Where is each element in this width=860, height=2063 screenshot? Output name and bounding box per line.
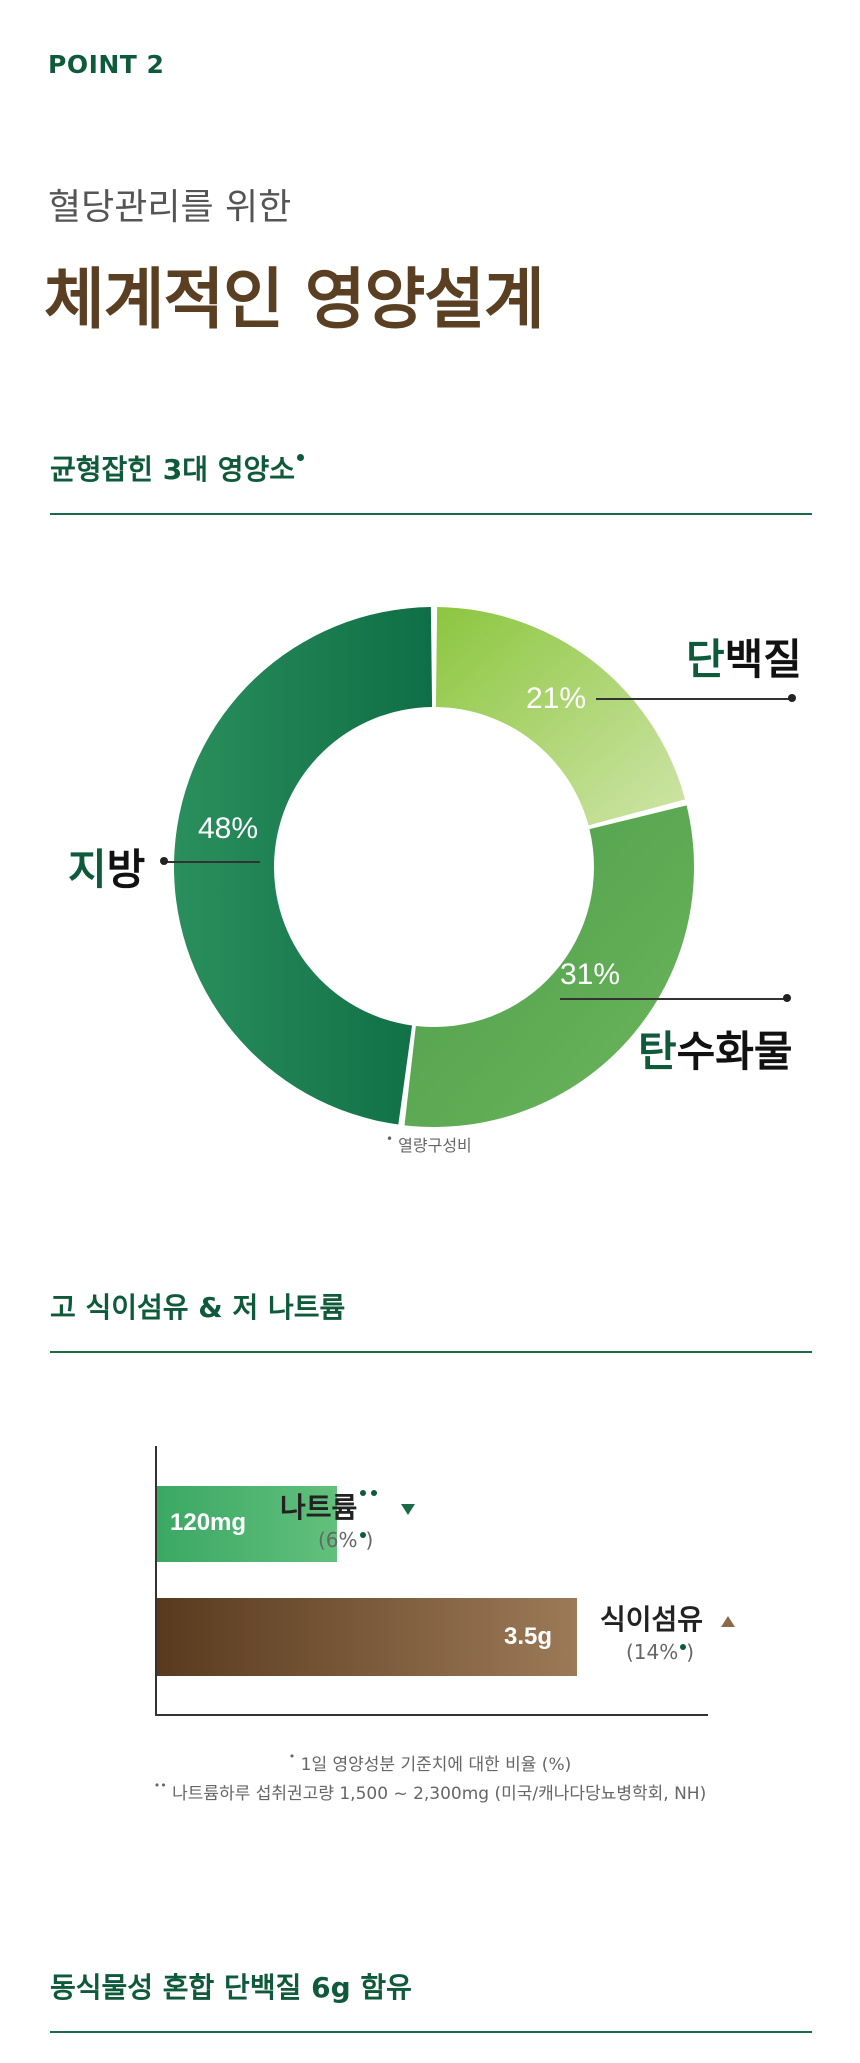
fiber-value: 3.5g xyxy=(504,1623,553,1650)
fat-leader-line xyxy=(164,861,260,863)
section-title-fiber-sodium: 고 식이섬유 & 저 나트륨 xyxy=(50,1291,346,1324)
down-triangle-icon xyxy=(401,1503,416,1515)
section-divider xyxy=(50,1351,812,1353)
bar-chart-y-axis xyxy=(155,1446,157,1716)
footnote-dot-icon xyxy=(297,454,305,461)
section-title-macros: 균형잡힌 3대 영양소 xyxy=(50,448,305,488)
carb-percent-label: 31% xyxy=(560,958,621,991)
protein-leader-line xyxy=(596,698,792,700)
protein-label: 단백질 xyxy=(686,626,802,687)
donut-slice-protein xyxy=(435,607,686,826)
fiber-name: 식이섬유 xyxy=(600,1598,735,1638)
footnote-2: •• 나트륨하루 섭취권고량 1,500 ~ 2,300mg (미국/캐나다당뇨… xyxy=(0,1779,860,1804)
footnote-1-text: 1일 영양성분 기준치에 대한 비율 (%) xyxy=(300,1755,572,1775)
protein-leader-dot xyxy=(788,694,796,702)
sodium-bar xyxy=(157,1486,337,1562)
protein-label-first: 단 xyxy=(686,635,725,684)
fiber-percent: (14%) xyxy=(626,1640,694,1664)
sodium-percent-close: ) xyxy=(365,1528,374,1552)
sodium-value: 120mg xyxy=(170,1509,247,1536)
fiber-percent-close: ) xyxy=(686,1640,695,1664)
carb-label-rest: 수화물 xyxy=(676,1027,793,1076)
sodium-percent: (6%) xyxy=(318,1528,373,1552)
point-label: POINT 2 xyxy=(48,50,165,79)
fat-label-first: 지 xyxy=(68,845,107,894)
fiber-bar xyxy=(157,1598,577,1676)
up-triangle-icon xyxy=(720,1615,735,1627)
sodium-percent-open: (6% xyxy=(318,1528,358,1552)
fat-label: 지방 xyxy=(68,836,145,897)
protein-percent-label: 21% xyxy=(526,682,587,715)
subtitle: 혈당관리를 위한 xyxy=(48,187,292,228)
macro-donut-chart xyxy=(174,607,694,1127)
protein-label-rest: 백질 xyxy=(724,635,802,684)
note-asterisk: • xyxy=(386,1132,394,1146)
footnote-dot-icon xyxy=(680,1644,687,1650)
double-dot-icon xyxy=(371,1490,378,1496)
footnote-2-text: 나트륨하루 섭취권고량 1,500 ~ 2,300mg (미국/캐나다당뇨병학회… xyxy=(172,1784,707,1804)
section-divider xyxy=(50,2031,812,2033)
carb-leader-dot xyxy=(783,994,791,1002)
footnote-dot-icon xyxy=(359,1532,366,1538)
sodium-name: 나트륨 xyxy=(280,1486,416,1526)
calorie-ratio-note: • 열량구성비 xyxy=(386,1132,472,1156)
footnote-1-mark: • xyxy=(288,1750,296,1763)
calorie-ratio-note-text: 열량구성비 xyxy=(398,1136,472,1155)
double-dot-icon xyxy=(360,1490,367,1496)
donut-slice-carb xyxy=(404,805,694,1127)
carb-leader-line xyxy=(560,998,786,1000)
carb-label: 탄수화물 xyxy=(638,1018,793,1079)
fiber-name-text: 식이섬유 xyxy=(600,1603,704,1636)
fat-percent-label: 48% xyxy=(198,812,259,845)
sodium-name-text: 나트륨 xyxy=(280,1491,358,1524)
bar-chart-x-axis xyxy=(155,1714,708,1716)
section-divider xyxy=(50,513,812,515)
carb-label-first: 탄 xyxy=(638,1027,677,1076)
donut-slice-fat xyxy=(174,607,433,1125)
fiber-percent-open: (14% xyxy=(626,1640,679,1664)
footnote-2-mark: •• xyxy=(153,1779,167,1792)
page-title: 체계적인 영양설계 xyxy=(44,261,545,338)
section-title-macros-text: 균형잡힌 3대 영양소 xyxy=(50,453,296,486)
fat-leader-dot xyxy=(160,857,168,865)
section-title-protein: 동식물성 혼합 단백질 6g 함유 xyxy=(50,1971,412,2004)
fat-label-rest: 방 xyxy=(106,845,146,894)
footnote-1: • 1일 영양성분 기준치에 대한 비율 (%) xyxy=(0,1750,860,1775)
